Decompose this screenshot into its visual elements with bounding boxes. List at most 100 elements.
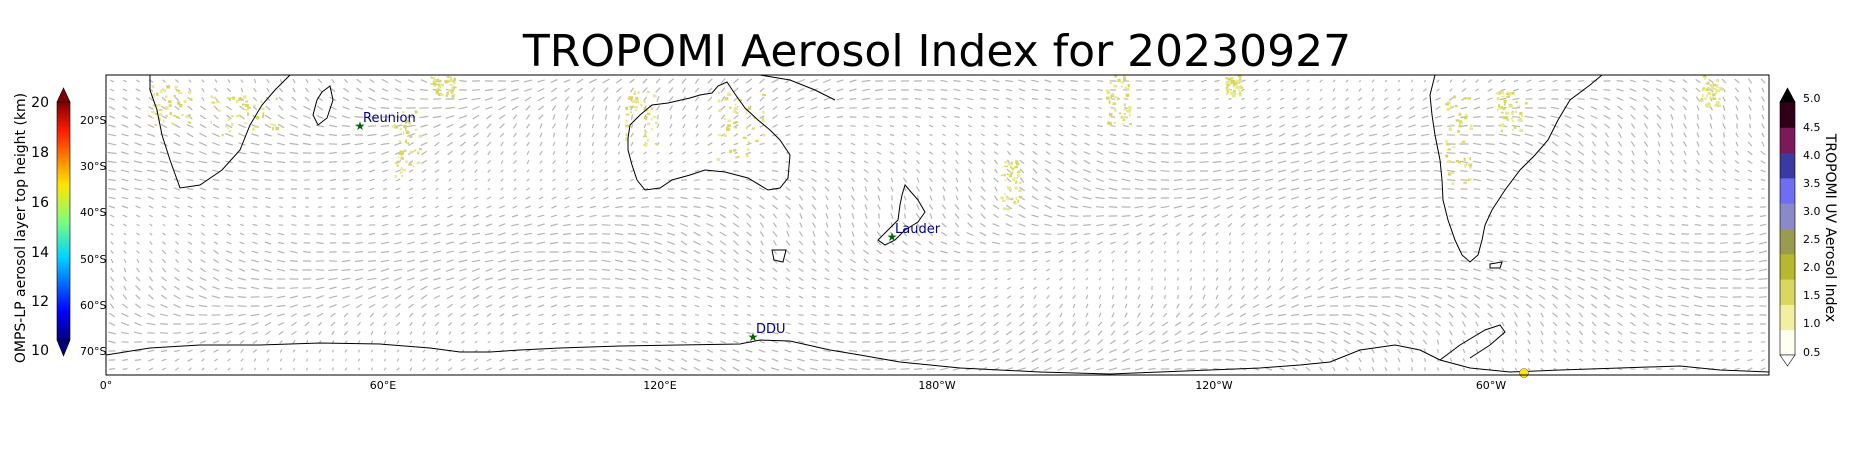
- aerosol-speckle: [1469, 157, 1471, 161]
- aerosol-speckle: [1123, 103, 1126, 107]
- aerosol-speckle: [453, 93, 456, 97]
- aerosol-speckle: [1004, 165, 1008, 168]
- aerosol-speckle: [1467, 178, 1471, 182]
- aerosol-speckle: [253, 104, 257, 107]
- aerosol-speckle: [1707, 87, 1710, 89]
- x-tick-label: 180°W: [918, 379, 955, 392]
- aerosol-speckle: [404, 127, 407, 131]
- aerosol-speckle: [747, 141, 750, 144]
- aerosol-speckle: [187, 121, 190, 123]
- aerosol-speckle: [644, 142, 648, 145]
- aerosol-speckle: [1014, 177, 1019, 179]
- y-tick-label: 70°S: [80, 345, 106, 358]
- aerosol-speckle: [1109, 112, 1113, 117]
- aerosol-speckle: [1125, 93, 1130, 97]
- aerosol-speckle: [652, 94, 657, 98]
- aerosol-speckle: [1011, 161, 1013, 165]
- aerosol-speckle: [1015, 182, 1018, 184]
- aerosol-speckle: [1446, 107, 1450, 112]
- aerosol-speckle: [434, 79, 437, 82]
- aerosol-speckle: [1108, 100, 1111, 104]
- aerosol-speckle: [1112, 102, 1116, 105]
- aerosol-speckle: [449, 76, 453, 80]
- aerosol-speckle: [227, 117, 231, 121]
- aerosol-speckle: [164, 106, 169, 110]
- aerosol-speckle: [1238, 79, 1242, 83]
- aerosol-speckle: [446, 76, 450, 78]
- aerosol-speckle: [1496, 92, 1498, 95]
- aerosol-speckle: [1122, 122, 1125, 125]
- aerosol-speckle: [452, 86, 456, 90]
- right-colorbar-segment: [1780, 304, 1795, 331]
- aerosol-speckle: [176, 89, 180, 92]
- aerosol-speckle: [1501, 95, 1505, 98]
- y-tick-label: 60°S: [80, 299, 106, 312]
- aerosol-speckle: [1003, 173, 1006, 177]
- chart-title: TROPOMI Aerosol Index for 20230927: [522, 26, 1351, 77]
- aerosol-speckle: [1116, 97, 1120, 101]
- aerosol-speckle: [1502, 116, 1507, 120]
- aerosol-speckle: [1715, 101, 1720, 105]
- aerosol-speckle: [165, 114, 168, 118]
- aerosol-speckle: [1713, 97, 1717, 100]
- aerosol-speckle: [734, 121, 739, 123]
- aerosol-speckle: [1511, 105, 1514, 108]
- aerosol-speckle: [1447, 172, 1452, 176]
- aerosol-speckle: [645, 116, 648, 118]
- aerosol-speckle: [431, 76, 436, 79]
- aerosol-speckle: [397, 156, 400, 159]
- aerosol-speckle: [1469, 178, 1472, 181]
- x-tick-label: 60°E: [370, 379, 396, 392]
- aerosol-speckle: [1511, 111, 1514, 115]
- aerosol-speckle: [269, 123, 274, 126]
- aerosol-speckle: [1008, 188, 1012, 190]
- aerosol-speckle: [1239, 94, 1242, 97]
- aerosol-speckle: [412, 165, 415, 168]
- coastline-falklands: [1489, 261, 1503, 269]
- aerosol-speckle: [238, 132, 241, 135]
- aerosol-speckle: [762, 134, 766, 137]
- x-tick-label: 0°: [100, 379, 113, 392]
- aerosol-speckle: [430, 83, 434, 85]
- aerosol-speckle: [242, 103, 246, 106]
- aerosol-speckle: [1114, 96, 1118, 99]
- aerosol-speckle: [168, 100, 172, 104]
- aerosol-speckle: [1463, 181, 1467, 184]
- coastline-antarctica: [106, 339, 1769, 375]
- aerosol-speckle: [393, 124, 396, 128]
- right-colorbar-segment: [1780, 127, 1795, 154]
- right-cb-tick: 2.0: [1803, 261, 1821, 274]
- aerosol-speckle: [399, 127, 402, 131]
- aerosol-speckle: [158, 109, 163, 111]
- coastlines: [106, 75, 1769, 375]
- right-cb-tick: 1.5: [1803, 289, 1821, 302]
- right-colorbar-segment: [1780, 279, 1795, 305]
- aerosol-speckle: [1004, 193, 1006, 196]
- aerosol-speckle: [216, 100, 221, 103]
- aerosol-speckle: [718, 109, 722, 113]
- aerosol-speckle: [446, 91, 449, 95]
- aerosol-speckle: [416, 161, 421, 165]
- aerosol-speckle: [1114, 108, 1117, 112]
- aerosol-speckle: [646, 112, 651, 116]
- aerosol-speckle: [1125, 87, 1128, 90]
- aerosol-speckle: [1511, 128, 1514, 131]
- y-tick-label: 30°S: [80, 160, 106, 173]
- aerosol-speckle: [409, 150, 413, 154]
- aerosol-speckle: [165, 95, 168, 98]
- aerosol-speckle: [1229, 91, 1234, 94]
- aerosol-speckle: [218, 109, 221, 112]
- aerosol-speckle: [1226, 82, 1229, 86]
- aerosol-speckle: [275, 126, 280, 131]
- aerosol-speckle: [447, 89, 451, 93]
- station-marker-lauder: ★: [887, 230, 898, 244]
- aerosol-speckle: [436, 83, 441, 86]
- aerosol-speckle: [449, 84, 454, 86]
- aerosol-speckle: [761, 120, 765, 123]
- aerosol-speckle: [1128, 106, 1132, 110]
- coastline-new-guinea: [759, 75, 836, 101]
- aerosol-speckle: [625, 137, 629, 141]
- aerosol-speckle: [642, 135, 647, 138]
- aerosol-speckle: [625, 119, 628, 123]
